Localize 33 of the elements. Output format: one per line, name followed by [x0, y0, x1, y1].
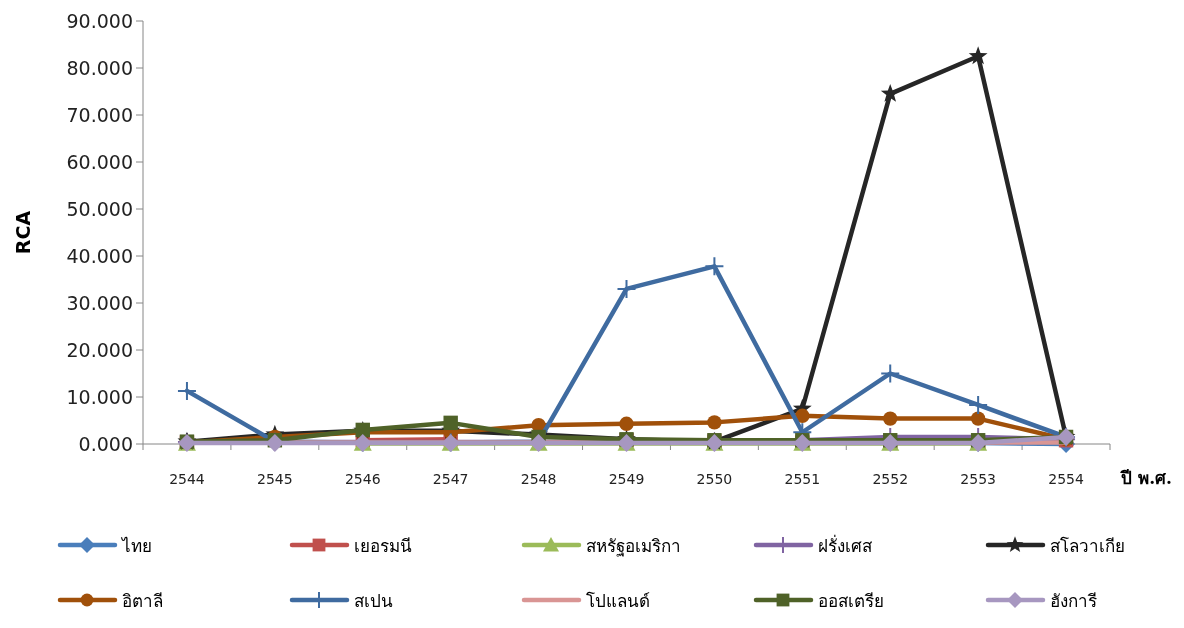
legend-label: โปแลนด์ [586, 591, 650, 611]
x-tick-label: 2548 [520, 471, 557, 487]
x-tick-label: 2546 [344, 471, 381, 487]
y-axis-title: RCA [12, 210, 34, 255]
x-tick-label: 2550 [696, 471, 733, 487]
legend-label: อิตาลี [122, 591, 163, 611]
legend-label: ฮังการี [1050, 591, 1097, 611]
y-tick-label: 90.000 [66, 10, 133, 32]
x-tick-label: 2549 [608, 471, 645, 487]
y-tick-label: 80.000 [66, 57, 133, 79]
x-tick-label: 2551 [784, 471, 821, 487]
legend-label: ออสเตรีย [818, 591, 884, 611]
y-tick-label: 60.000 [66, 151, 133, 173]
x-tick-label: 2553 [960, 471, 996, 487]
legend-label: เยอรมนี [354, 536, 412, 556]
x-axis-title: ปี พ.ศ. [1120, 468, 1172, 488]
x-tick-label: 2544 [169, 471, 205, 487]
y-tick-label: 0.000 [78, 433, 133, 455]
y-tick-label: 70.000 [66, 104, 133, 126]
y-tick-label: 50.000 [66, 198, 133, 220]
legend-label: ไทย [120, 536, 152, 556]
legend-label: สเปน [354, 591, 393, 611]
y-tick-label: 10.000 [66, 386, 133, 408]
legend-label: ฝรั่งเศส [818, 534, 873, 556]
legend-label: สหรัฐอเมริกา [586, 536, 681, 557]
y-tick-label: 20.000 [66, 339, 133, 361]
x-tick-label: 2552 [872, 471, 909, 487]
legend-label: สโลวาเกีย [1050, 536, 1125, 556]
x-tick-label: 2547 [432, 471, 469, 487]
y-tick-label: 30.000 [66, 292, 133, 314]
y-tick-label: 40.000 [66, 245, 133, 267]
x-tick-label: 2545 [257, 471, 293, 487]
x-tick-label: 2554 [1048, 471, 1084, 487]
